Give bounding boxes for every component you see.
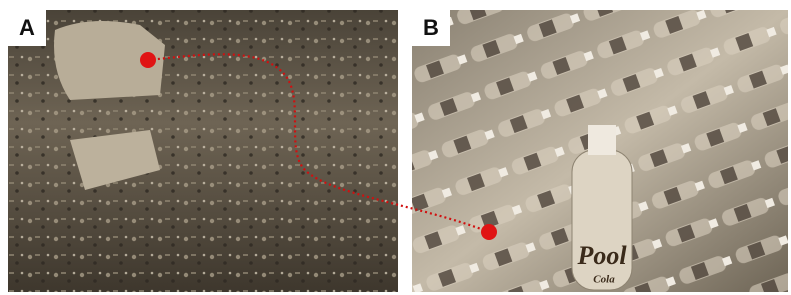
figure: A Pool Cola B [0,0,791,295]
bottle-brand: Pool [576,241,627,270]
panel-b: Pool Cola B [412,10,788,292]
panel-a: A [8,10,398,292]
bottle-cap [588,125,616,155]
marker [140,52,156,68]
bottle-subtext: Cola [593,274,615,286]
panel-label: B [423,15,439,40]
panel-label: A [19,15,35,40]
marker [481,224,497,240]
